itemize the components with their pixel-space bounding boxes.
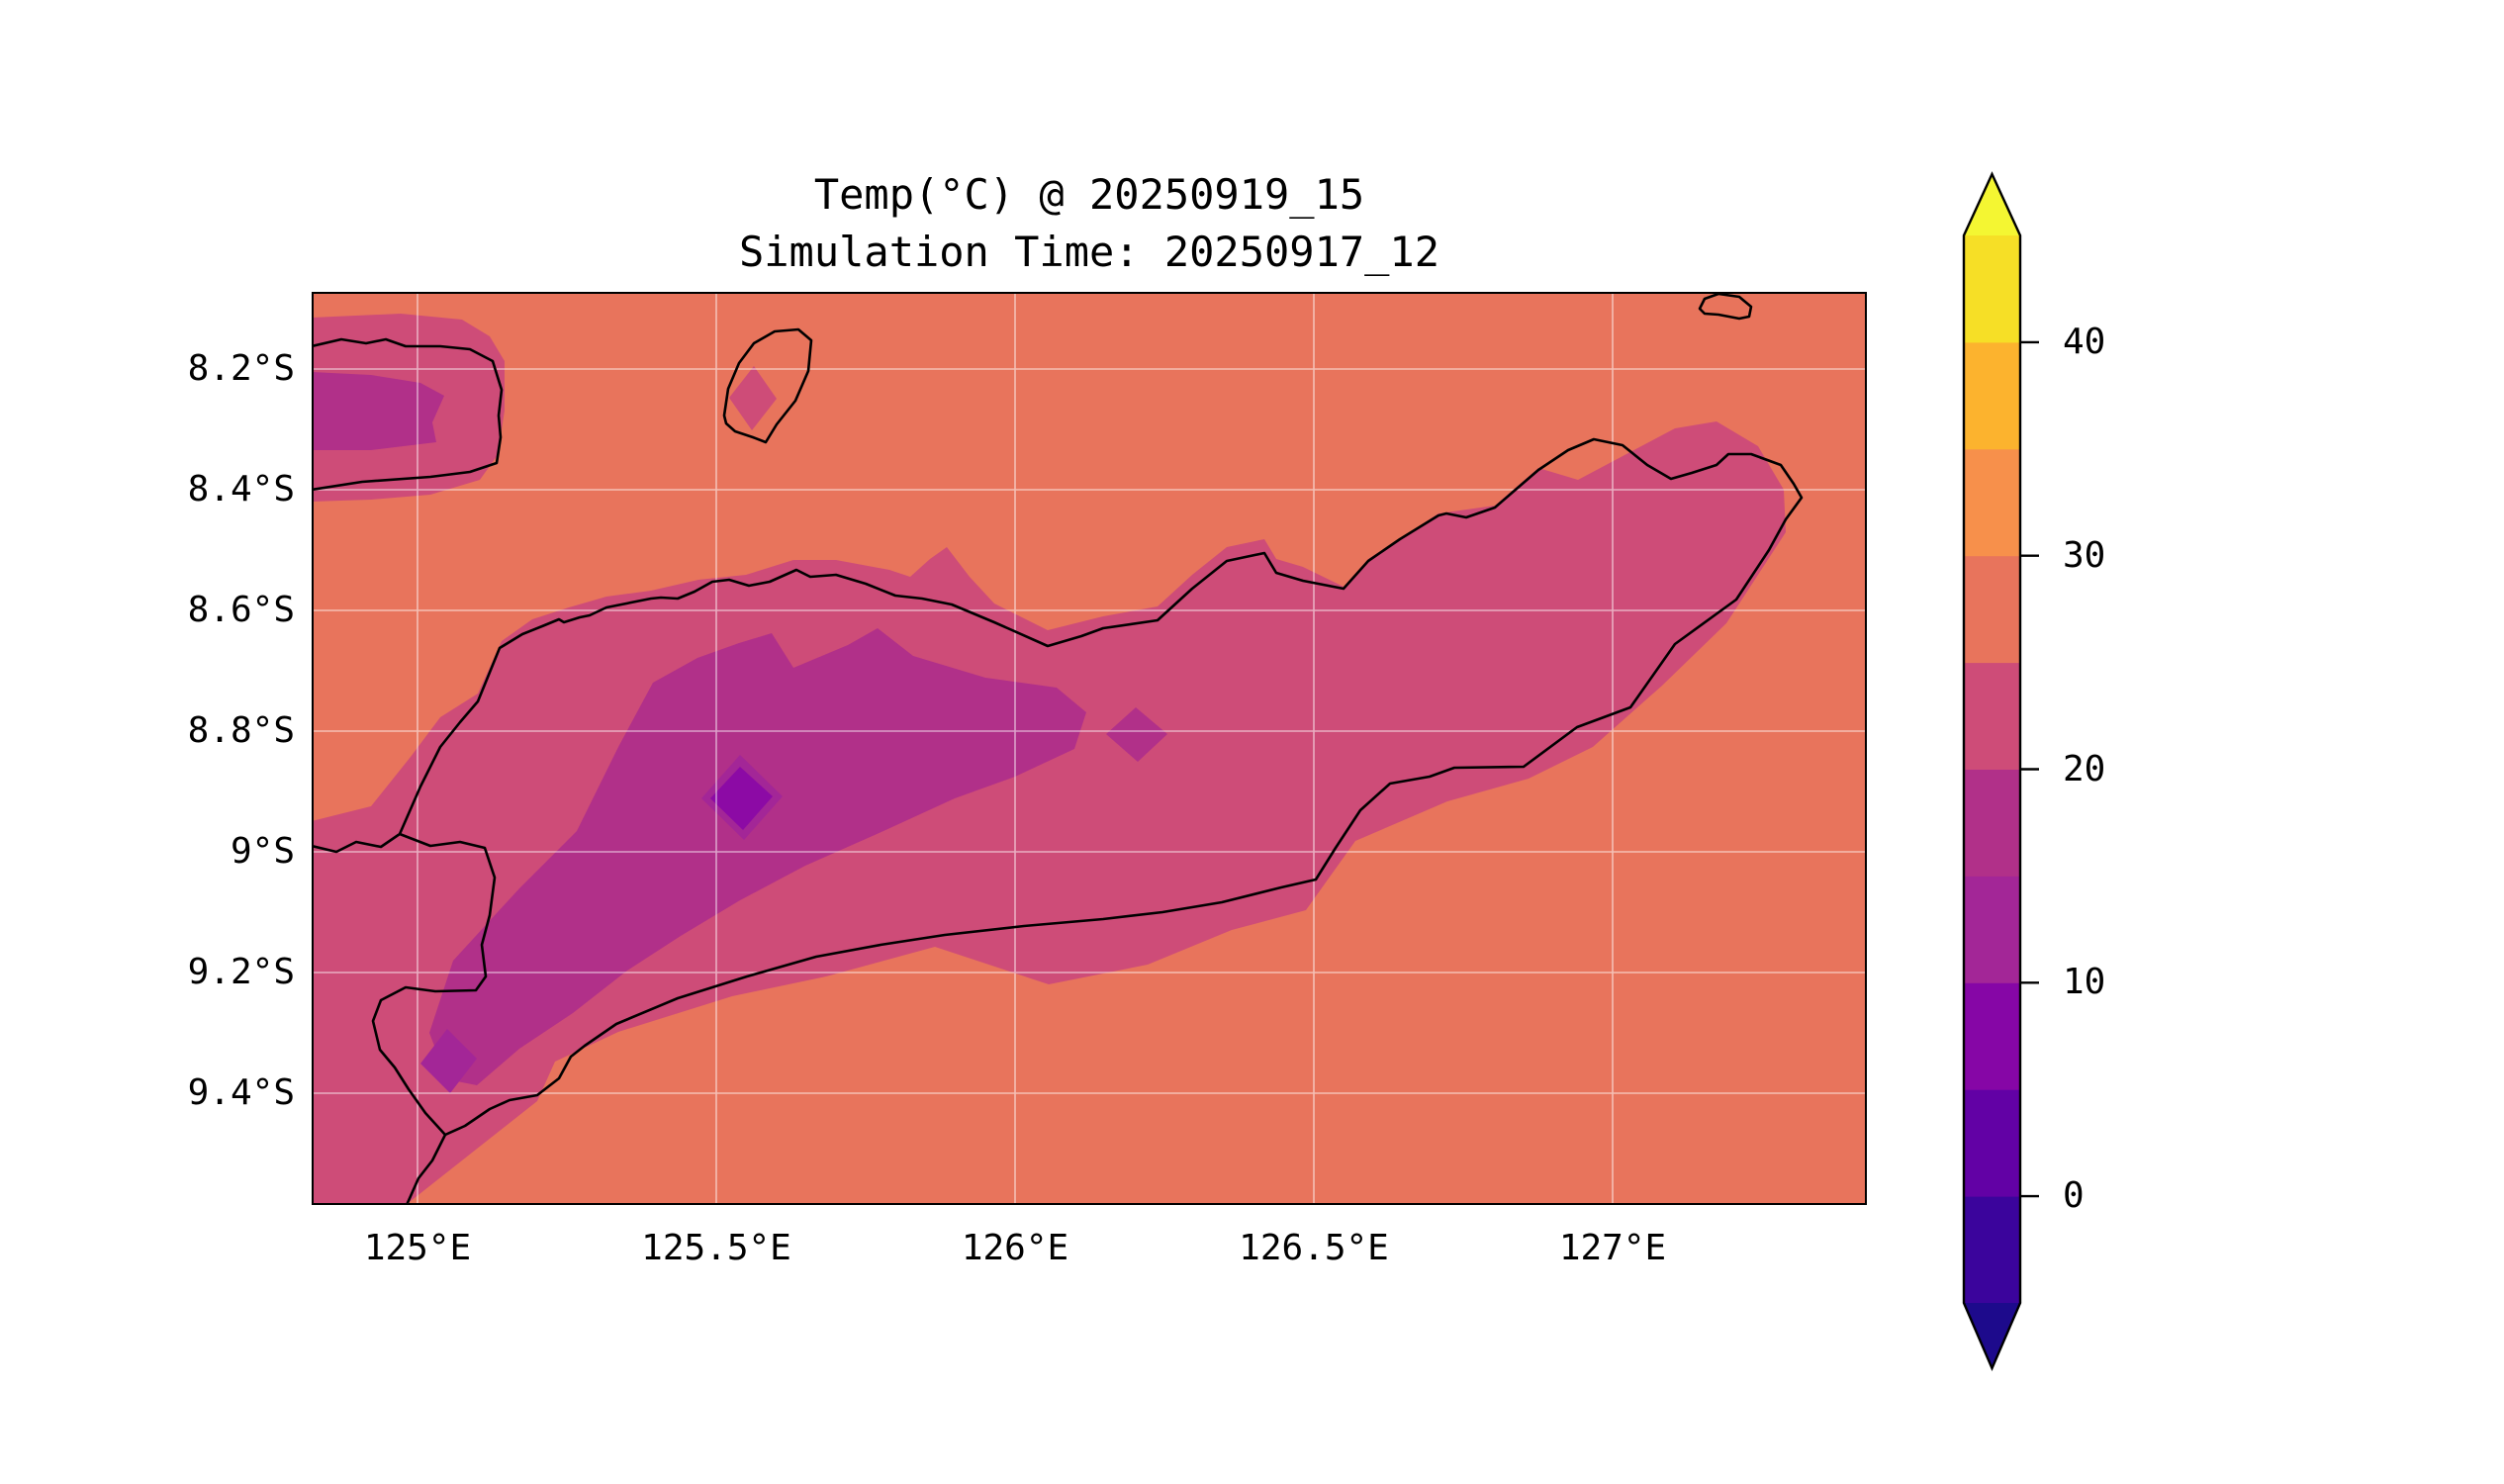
- graticule: [312, 292, 1867, 1205]
- colorbar-band: [1964, 341, 2020, 450]
- border-timor-leste: [371, 832, 497, 1137]
- colorbar-band: [1964, 1196, 2020, 1304]
- cbar-tick-20: 20: [2063, 749, 2106, 789]
- y-tick-9s: 9°S: [230, 831, 295, 872]
- x-tick-125.5e: 125.5°E: [641, 1228, 791, 1268]
- x-tick-126e: 126°E: [961, 1228, 1069, 1268]
- colorbar-band: [1964, 1089, 2020, 1197]
- coastline-kisar: [1698, 292, 1753, 321]
- y-tick-9.2s: 9.2°S: [187, 952, 295, 992]
- colorbar-band: [1964, 876, 2020, 983]
- y-tick-9.4s: 9.4°S: [187, 1072, 295, 1113]
- colorbar-over-arrow: [1964, 174, 2020, 235]
- y-tick-8.2s: 8.2°S: [187, 348, 295, 389]
- cbar-tick-40: 40: [2063, 322, 2106, 362]
- map-plot-area: [312, 292, 1867, 1205]
- coastline-atauro: [722, 327, 813, 444]
- contour-15-20-diamond-east: [1106, 707, 1167, 762]
- contour-5-10-core: [710, 767, 773, 830]
- cbar-tick-30: 30: [2063, 535, 2106, 576]
- contour-15-20-main: [429, 628, 1086, 1085]
- contour-20-25-main: [312, 421, 1786, 1205]
- colorbar-band: [1964, 982, 2020, 1090]
- colorbar-band: [1964, 662, 2020, 770]
- y-tick-8.8s: 8.8°S: [187, 710, 295, 751]
- x-tick-126.5e: 126.5°E: [1239, 1228, 1389, 1268]
- colorbar-outline: [1962, 171, 2022, 1372]
- plot-subtitle: Simulation Time: 20250917_12: [738, 228, 1439, 276]
- y-tick-8.6s: 8.6°S: [187, 590, 295, 630]
- colorbar-svg: [1962, 171, 2039, 1372]
- colorbar-band: [1964, 769, 2020, 877]
- colorbar-band: [1964, 448, 2020, 557]
- x-tick-125e: 125°E: [363, 1228, 472, 1268]
- y-tick-8.4s: 8.4°S: [187, 469, 295, 510]
- cbar-tick-0: 0: [2063, 1175, 2085, 1216]
- colorbar-under-arrow: [1964, 1303, 2020, 1368]
- x-tick-127e: 127°E: [1558, 1228, 1667, 1268]
- plot-title-block: Temp(°C) @ 20250919_15 Simulation Time: …: [312, 166, 1867, 281]
- colorbar: [1954, 163, 2162, 1390]
- colorbar-band: [1964, 555, 2020, 664]
- plot-title: Temp(°C) @ 20250919_15: [813, 170, 1365, 219]
- coastline-alor: [312, 337, 504, 492]
- contour-20-25-atauro: [729, 366, 777, 430]
- contour-15-20-alor: [312, 372, 444, 450]
- coastline-timor: [312, 437, 1804, 1205]
- contour-10-15-west: [420, 1029, 477, 1093]
- contour-map-svg: [312, 292, 1867, 1205]
- cbar-tick-10: 10: [2063, 962, 2106, 1002]
- colorbar-band: [1964, 235, 2020, 343]
